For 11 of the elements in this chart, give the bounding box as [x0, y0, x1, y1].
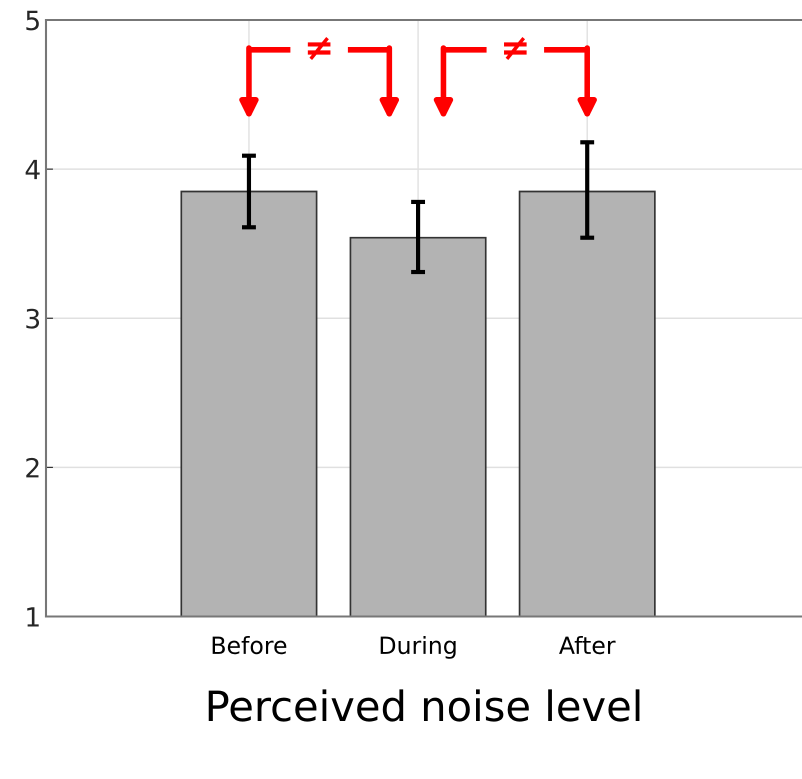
y-tick-label: 5 — [26, 10, 39, 30]
x-tick-label: After — [559, 636, 616, 654]
x-axis-title: Perceived noise level — [208, 689, 640, 722]
y-tick-label: 2 — [26, 458, 38, 478]
y-tick-label: 3 — [26, 308, 40, 329]
annotation: ≠ — [308, 37, 330, 60]
y-tick-label: 4 — [26, 160, 40, 180]
x-tick-label: During — [380, 636, 456, 659]
annotation: ≠ — [504, 37, 527, 60]
x-tick-label: Before — [212, 636, 286, 654]
y-tick-label: 1 — [27, 607, 39, 627]
